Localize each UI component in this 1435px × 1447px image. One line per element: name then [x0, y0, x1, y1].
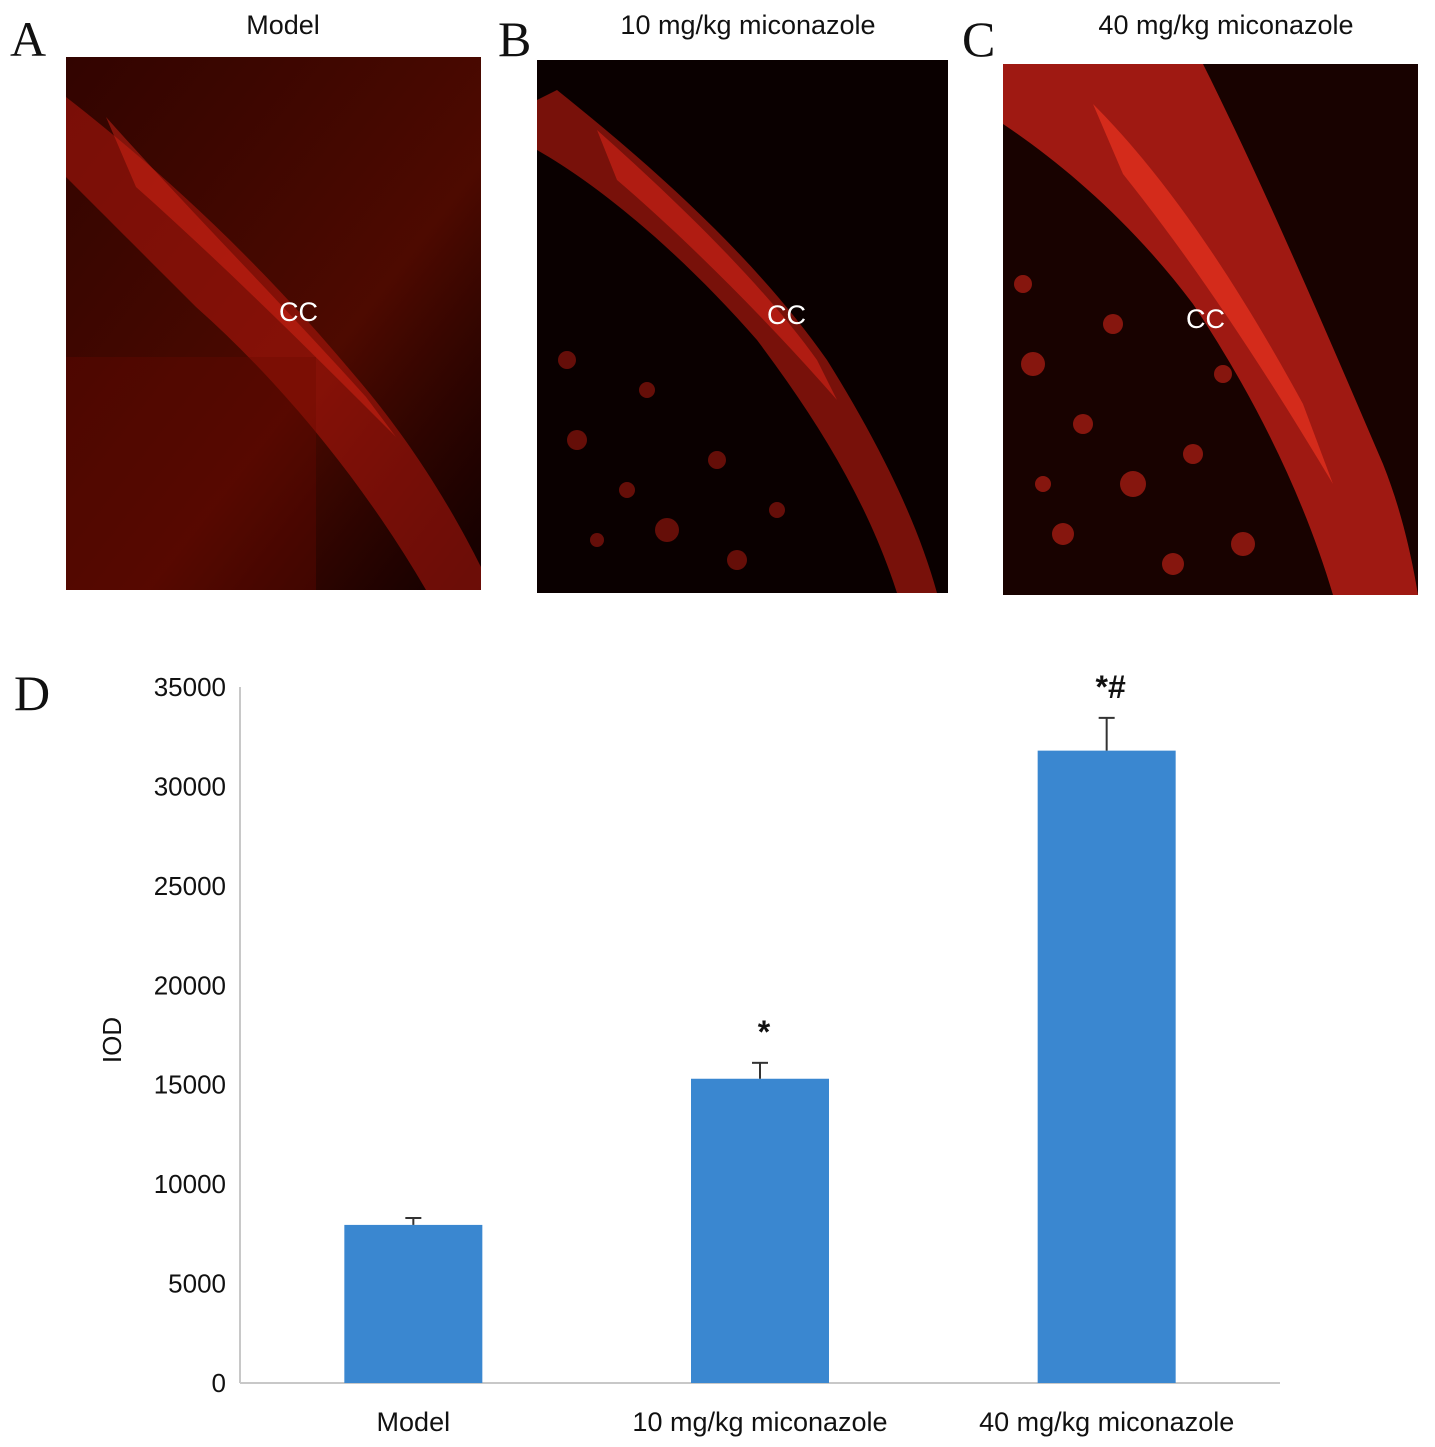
y-tick-label: 20000	[154, 970, 226, 1000]
x-category-label: 40 mg/kg miconazole	[979, 1407, 1234, 1437]
panel-letter-d: D	[14, 665, 51, 721]
panel-title-c: 40 mg/kg miconazole	[1098, 10, 1354, 40]
micrograph-model-image	[66, 57, 481, 590]
y-tick-label: 35000	[154, 672, 226, 702]
y-tick-label: 0	[212, 1368, 226, 1398]
y-tick-label: 25000	[154, 871, 226, 901]
micrograph-10mg: CC	[537, 60, 948, 593]
y-tick-label: 15000	[154, 1070, 226, 1100]
panel-title-b: 10 mg/kg miconazole	[620, 10, 876, 40]
micrograph-40mg: CC	[1003, 64, 1418, 595]
x-category-label: 10 mg/kg miconazole	[632, 1407, 887, 1437]
y-tick-label: 5000	[168, 1269, 226, 1299]
micrograph-40mg-image	[1003, 64, 1418, 595]
y-axis-label: IOD	[97, 1017, 127, 1063]
cc-label-c: CC	[1186, 304, 1225, 334]
panel-title-a: Model	[246, 10, 320, 40]
x-category-label: Model	[377, 1407, 451, 1437]
bar	[1037, 750, 1176, 1383]
micrograph-model: CC	[66, 57, 481, 590]
y-tick-label: 30000	[154, 771, 226, 801]
significance-marker: *#	[1096, 670, 1126, 705]
micrograph-10mg-image	[537, 60, 948, 593]
panel-letter-b: B	[498, 11, 532, 67]
panel-letter-c: C	[962, 11, 996, 67]
bar	[344, 1224, 483, 1383]
panel-letter-a: A	[10, 11, 47, 67]
significance-marker: *	[758, 1014, 771, 1050]
bar	[691, 1078, 829, 1383]
cc-label-a: CC	[279, 297, 318, 327]
iod-bar-chart: 0 5000 10000 15000 20000 25000 30000 35000 IOD Mo…	[97, 670, 1280, 1437]
y-tick-label: 10000	[154, 1169, 226, 1199]
cc-label-b: CC	[767, 300, 806, 330]
